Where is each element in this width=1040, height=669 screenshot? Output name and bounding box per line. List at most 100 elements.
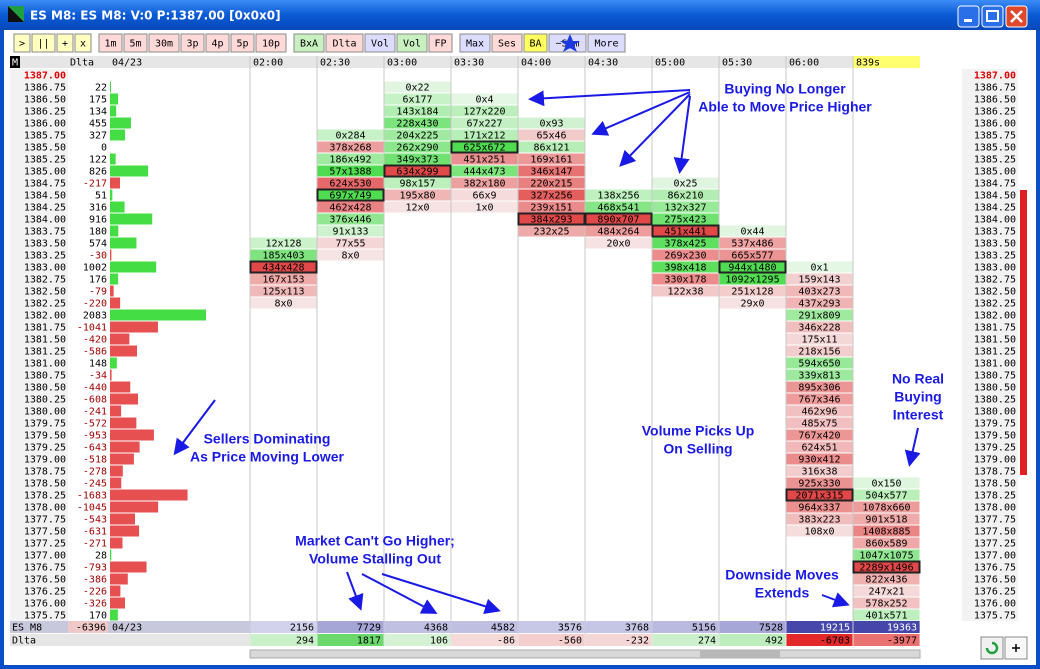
footer-delta-value: -6703 bbox=[820, 636, 850, 647]
toolbar-button[interactable] bbox=[491, 33, 523, 53]
time-label: 04:00 bbox=[521, 58, 551, 69]
price-label: 1384.25 bbox=[24, 203, 66, 214]
star-button[interactable] bbox=[560, 34, 580, 52]
delta-value: 316 bbox=[89, 203, 107, 214]
volume-value: 2156 bbox=[290, 623, 314, 634]
toolbar-button[interactable] bbox=[13, 33, 31, 53]
footprint-text: 901x518 bbox=[865, 515, 907, 526]
delta-bar bbox=[110, 381, 131, 393]
toolbar-button[interactable] bbox=[325, 33, 364, 53]
price-label-right: 1382.00 bbox=[974, 311, 1016, 322]
footprint-cell bbox=[853, 573, 920, 585]
volume-cell bbox=[853, 621, 920, 633]
delta-bar bbox=[110, 321, 158, 333]
footprint-cell bbox=[384, 81, 451, 93]
price-label: 1381.75 bbox=[24, 323, 66, 334]
footprint-cell bbox=[652, 261, 719, 273]
annotation-arrow bbox=[173, 399, 216, 456]
price-label-right: 1379.25 bbox=[974, 443, 1016, 454]
delta-value: 170 bbox=[89, 611, 107, 622]
toolbar-label: Max bbox=[466, 39, 484, 50]
toolbar-button[interactable] bbox=[205, 33, 230, 53]
footprint-cell bbox=[451, 105, 518, 117]
toolbar-button[interactable] bbox=[148, 33, 180, 53]
horizontal-scrollbar[interactable] bbox=[249, 649, 921, 659]
footprint-text: 251x128 bbox=[731, 287, 773, 298]
toolbar-label: BA bbox=[529, 39, 541, 50]
footprint-text: 0x284 bbox=[335, 131, 365, 142]
footprint-text: 275x423 bbox=[664, 215, 706, 226]
delta-bar bbox=[110, 573, 128, 585]
footprint-text: 634x299 bbox=[396, 167, 438, 178]
delta-bar bbox=[110, 297, 121, 309]
delta-bar bbox=[110, 585, 121, 597]
footprint-text: 98x157 bbox=[399, 179, 435, 190]
toolbar-button[interactable] bbox=[56, 33, 74, 53]
footprint-cell bbox=[250, 297, 317, 309]
delta-value: 455 bbox=[89, 119, 107, 130]
footprint-cell bbox=[852, 560, 921, 574]
minimize-button[interactable] bbox=[957, 5, 980, 28]
price-label: 1378.00 bbox=[24, 503, 66, 514]
toolbar-button[interactable] bbox=[364, 33, 396, 53]
delta-value: -271 bbox=[83, 539, 107, 550]
footprint-cell bbox=[786, 393, 853, 405]
toolbar-label: || bbox=[37, 39, 49, 50]
footprint-cell bbox=[853, 477, 920, 489]
footprint-text: 624x530 bbox=[329, 179, 371, 190]
footprint-text: 232x25 bbox=[533, 227, 569, 238]
footprint-cell bbox=[719, 297, 786, 309]
header-date: 04/23 bbox=[112, 58, 142, 69]
toolbar-button[interactable] bbox=[523, 33, 548, 53]
price-label: 1381.25 bbox=[24, 347, 66, 358]
volume-cell bbox=[384, 621, 451, 633]
footer-delta-value: -3977 bbox=[887, 636, 917, 647]
price-label: 1386.25 bbox=[24, 107, 66, 118]
footprint-text: 185x403 bbox=[262, 251, 304, 262]
toolbar-button[interactable] bbox=[123, 33, 148, 53]
footprint-text: 767x420 bbox=[798, 431, 840, 442]
delta-bar bbox=[110, 189, 113, 201]
delta-value: -245 bbox=[83, 479, 107, 490]
maximize-button[interactable] bbox=[981, 5, 1004, 28]
scroll-thumb[interactable] bbox=[700, 650, 780, 658]
volume-cell bbox=[719, 621, 786, 633]
footprint-cell bbox=[450, 140, 519, 154]
header-row bbox=[10, 56, 920, 68]
price-label: 1377.25 bbox=[24, 539, 66, 550]
footprint-cell bbox=[250, 273, 317, 285]
toolbar-button[interactable] bbox=[98, 33, 123, 53]
annotation-text: Volume Picks Up bbox=[642, 423, 755, 439]
toolbar-button[interactable] bbox=[74, 33, 92, 53]
toolbar-button[interactable] bbox=[31, 33, 56, 53]
toolbar-button[interactable] bbox=[396, 33, 428, 53]
delta-cell bbox=[786, 634, 853, 646]
footprint-text: 86x210 bbox=[667, 191, 703, 202]
price-label: 1381.50 bbox=[24, 335, 66, 346]
price-label: 1382.00 bbox=[24, 311, 66, 322]
toolbar-button[interactable] bbox=[459, 33, 491, 53]
delta-value: 148 bbox=[89, 359, 107, 370]
footprint-cell bbox=[786, 501, 853, 513]
footprint-text: 0x150 bbox=[871, 479, 901, 490]
volume-cell bbox=[317, 621, 384, 633]
footprint-cell bbox=[317, 237, 384, 249]
footprint-text: 127x220 bbox=[463, 107, 505, 118]
footer-date: 04/23 bbox=[112, 623, 142, 634]
volume-value: 4368 bbox=[424, 623, 448, 634]
price-label-right: 1382.25 bbox=[974, 299, 1016, 310]
delta-bar bbox=[110, 345, 138, 357]
delta-bar bbox=[110, 405, 122, 417]
toolbar-button[interactable] bbox=[428, 33, 453, 53]
toolbar-button[interactable] bbox=[587, 33, 626, 53]
toolbar-button[interactable] bbox=[293, 33, 325, 53]
footprint-cell bbox=[317, 141, 384, 153]
title-bar bbox=[0, 0, 1040, 30]
toolbar-button[interactable] bbox=[180, 33, 205, 53]
delta-bar bbox=[110, 177, 121, 189]
refresh-button[interactable] bbox=[980, 636, 1004, 660]
annotation-text: Interest bbox=[893, 407, 944, 423]
toolbar-label: 5m bbox=[129, 39, 141, 50]
toolbar-button[interactable] bbox=[230, 33, 255, 53]
toolbar-button[interactable] bbox=[255, 33, 287, 53]
